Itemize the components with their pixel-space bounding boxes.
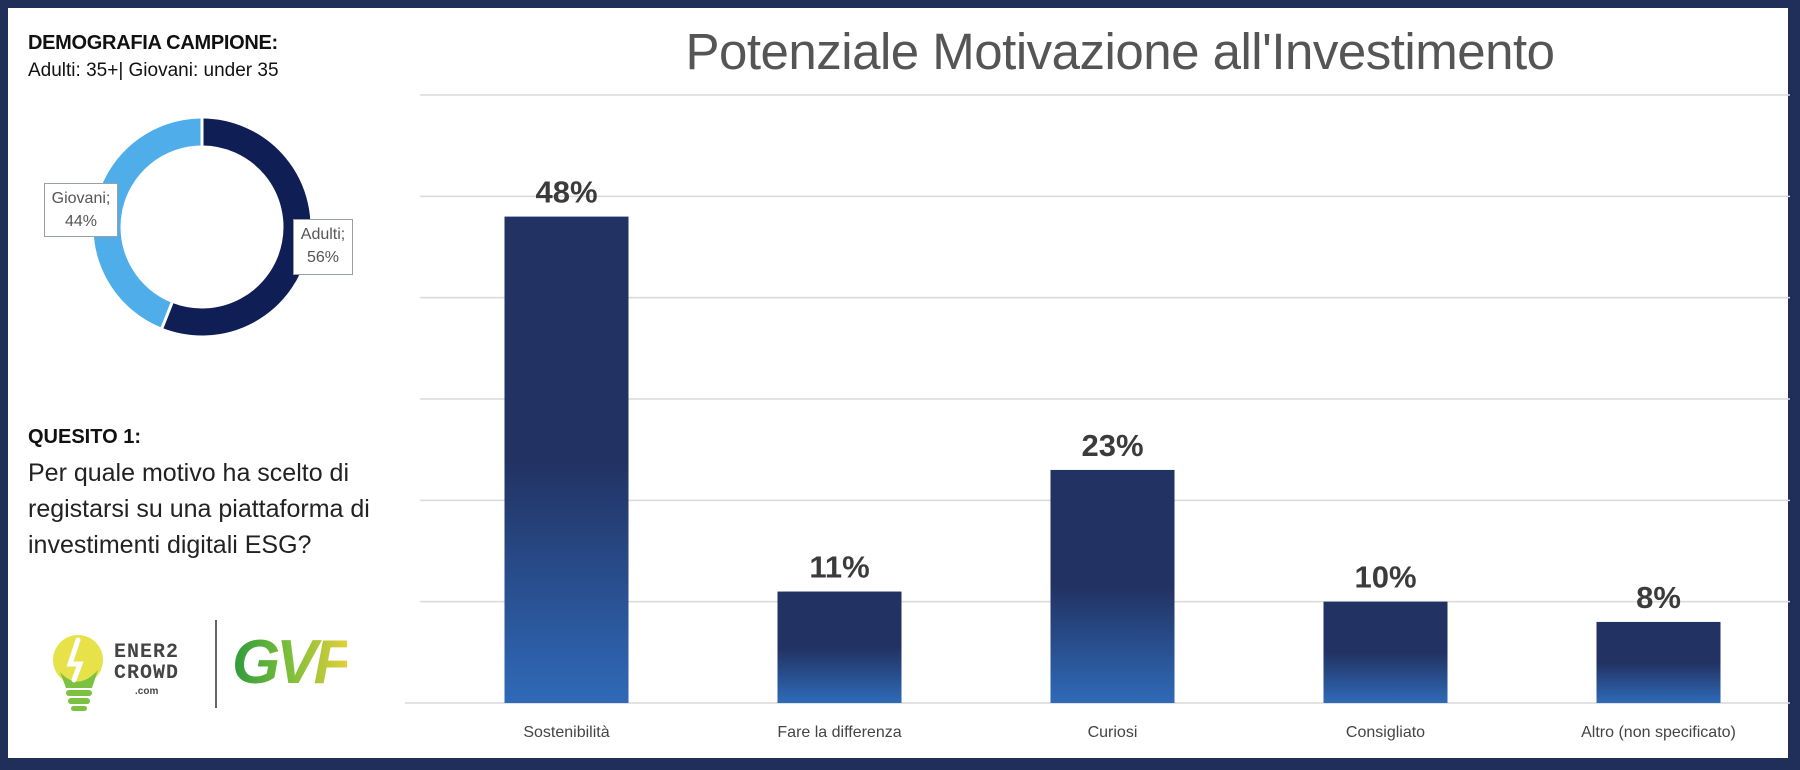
- donut-label-giovani: Giovani; 44%: [44, 183, 118, 237]
- bar-value-label: 23%: [1081, 428, 1143, 463]
- category-label: Altro (non specificato): [1581, 724, 1736, 741]
- donut-label-adulti-value: 56%: [306, 249, 340, 266]
- ener2crowd-domain: .com: [135, 686, 159, 697]
- demographics-subtitle: Adulti: 35+| Giovani: under 35: [28, 60, 279, 81]
- ener2crowd-wordmark-line1: ENER2: [114, 641, 180, 664]
- question-title: QUESITO 1:: [28, 426, 141, 448]
- category-label: Curiosi: [1088, 724, 1138, 741]
- donut-label-giovani-name: Giovani;: [51, 190, 111, 207]
- ener2crowd-wordmark-line2: CROWD: [114, 662, 180, 685]
- bar-value-label: 48%: [535, 175, 597, 210]
- donut-label-adulti: Adulti; 56%: [293, 219, 353, 275]
- bar-3: [1050, 469, 1175, 703]
- bar-value-label: 10%: [1354, 560, 1416, 595]
- chart-title: Potenziale Motivazione all'Investimento: [685, 23, 1555, 80]
- bar-4: [1323, 601, 1448, 703]
- bulb-logo-icon: [53, 635, 103, 711]
- ener2crowd-wordmark: ENER2 CROWD: [114, 642, 179, 684]
- category-label: Consigliato: [1346, 724, 1425, 741]
- bar-5: [1596, 621, 1721, 703]
- question-text: Per quale motivo ha scelto di registarsi…: [28, 459, 370, 559]
- logos: ENER2 CROWD .com GVF: [40, 612, 370, 712]
- category-label: Fare la differenza: [777, 724, 901, 741]
- category-label: Sostenibilità: [523, 724, 609, 741]
- donut-label-adulti-name: Adulti;: [300, 226, 346, 243]
- donut-label-giovani-value: 44%: [64, 213, 98, 230]
- gvf-logo: GVF: [232, 628, 351, 698]
- demographics-title: DEMOGRAFIA CAMPIONE:: [28, 32, 278, 54]
- donut-slice-divider: [160, 301, 174, 329]
- bar-value-label: 8%: [1636, 580, 1681, 615]
- bar-value-label: 11%: [809, 550, 869, 585]
- bar-1: [504, 216, 629, 703]
- gvf-logo-text: GVF: [232, 628, 351, 697]
- bar-2: [777, 591, 902, 703]
- logo-divider: [215, 620, 217, 708]
